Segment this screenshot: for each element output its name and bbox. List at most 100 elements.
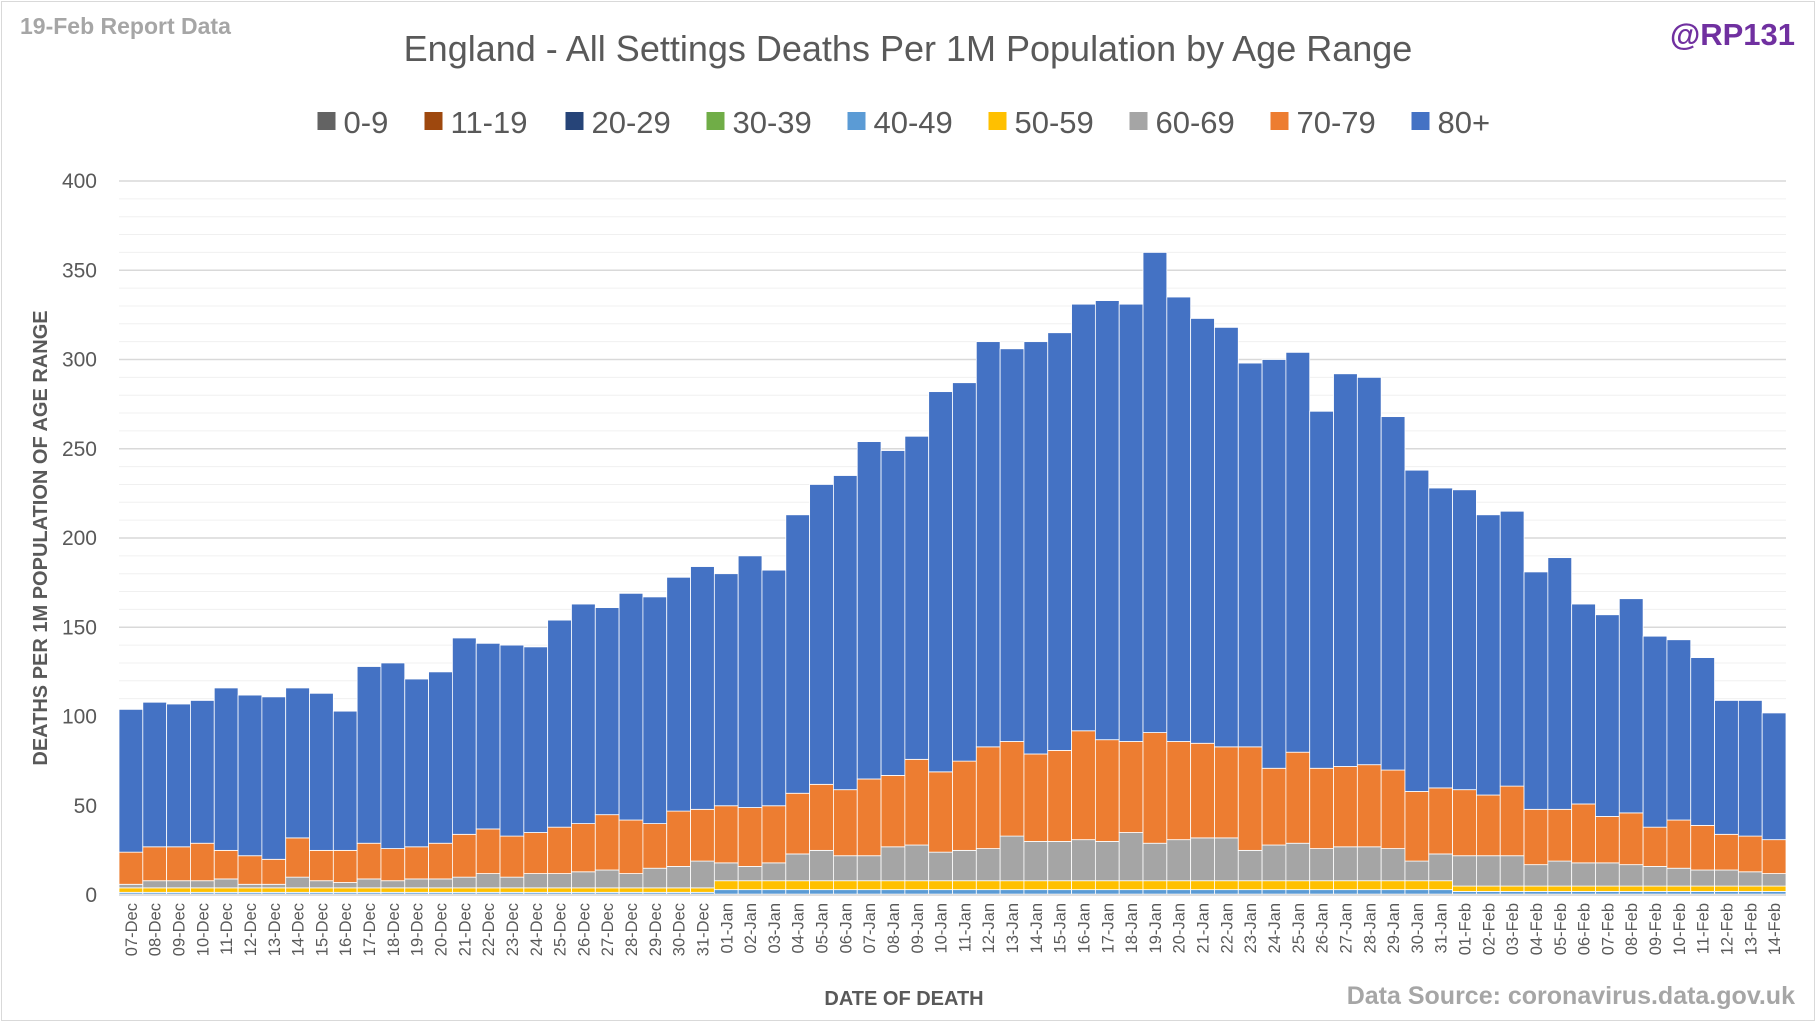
bar-segment-50-59: [428, 887, 453, 893]
bar-segment-50-59: [856, 880, 882, 891]
bar-segment-40-49: [1094, 889, 1120, 895]
x-tick-label: 03-Feb: [1504, 903, 1522, 955]
bar-segment-50-59: [404, 887, 429, 893]
bar-stack-21-Jan: [1190, 318, 1215, 896]
bar-stack-14-Feb: [1761, 712, 1787, 896]
bar-stack-14-Jan: [1023, 341, 1049, 896]
bar-segment-80+: [1666, 639, 1692, 821]
x-tick-label: 24-Dec: [528, 903, 546, 956]
bar-segment-40-49: [1642, 891, 1668, 895]
bar-stack-11-Dec: [213, 687, 239, 896]
bar-segment-70-79: [833, 789, 858, 857]
bar-stack-22-Dec: [475, 642, 501, 896]
bar-segment-60-69: [523, 873, 549, 889]
bar-segment-40-49: [1071, 889, 1096, 895]
bar-stack-17-Dec: [356, 666, 382, 896]
x-tick-label: 13-Feb: [1742, 903, 1760, 955]
bar-segment-80+: [451, 637, 477, 835]
bar-segment-80+: [1714, 700, 1739, 835]
bar-segment-60-69: [1476, 855, 1501, 887]
bar-segment-40-49: [1595, 891, 1620, 895]
legend-item: 70-79: [1270, 105, 1376, 140]
bar-segment-80+: [618, 592, 644, 821]
bar-segment-60-69: [1356, 846, 1382, 882]
bar-segment-50-59: [142, 887, 168, 893]
bar-segment-70-79: [975, 746, 1001, 849]
bar-segment-60-69: [1190, 837, 1215, 882]
bar-stack-19-Dec: [404, 678, 429, 896]
legend-label: 40-49: [874, 105, 953, 140]
bar-segment-70-79: [118, 851, 144, 885]
bar-segment-80+: [1595, 614, 1620, 817]
bar-segment-40-49: [1547, 891, 1573, 895]
bar-segment-50-59: [1737, 885, 1763, 892]
bar-segment-40-49: [785, 889, 811, 895]
x-tick-label: 09-Jan: [909, 903, 927, 953]
bar-segment-40-49: [1309, 889, 1334, 895]
bar-segment-40-49: [975, 889, 1001, 895]
bar-segment-40-49: [1666, 891, 1692, 895]
bar-segment-80+: [952, 382, 977, 762]
bar-segment-80+: [1499, 510, 1525, 787]
bar-segment-40-49: [809, 889, 834, 895]
bar-segment-80+: [118, 708, 144, 853]
bar-segment-80+: [1118, 303, 1144, 742]
bar-segment-60-69: [1737, 871, 1763, 887]
bar-segment-60-69: [666, 866, 691, 889]
bar-segment-70-79: [404, 846, 429, 880]
bar-segment-60-69: [285, 876, 310, 889]
legend-item: 60-69: [1129, 105, 1235, 140]
bar-stack-31-Dec: [690, 566, 715, 896]
bar-segment-80+: [1476, 514, 1501, 796]
legend-label: 60-69: [1156, 105, 1235, 140]
bar-segment-70-79: [332, 849, 358, 883]
bar-segment-80+: [1761, 712, 1787, 841]
bar-stack-03-Jan: [761, 569, 787, 896]
bar-segment-50-59: [118, 887, 144, 893]
x-tick-label: 14-Jan: [1028, 903, 1046, 953]
bar-segment-50-59: [166, 887, 191, 893]
bar-segment-70-79: [1452, 789, 1477, 857]
bar-segment-50-59: [451, 887, 477, 893]
x-tick-label: 18-Dec: [385, 903, 403, 956]
bar-segment-40-49: [928, 889, 953, 895]
x-tick-label: 31-Dec: [694, 903, 712, 956]
bar-stack-17-Jan: [1094, 300, 1120, 896]
bar-segment-50-59: [1571, 885, 1596, 892]
bar-segment-70-79: [1523, 808, 1549, 866]
legend-swatch: [1129, 112, 1148, 130]
bar-segment-80+: [1094, 300, 1120, 741]
bar-segment-70-79: [261, 858, 287, 885]
bar-segment-50-59: [261, 887, 287, 893]
bar-stack-07-Feb: [1595, 614, 1620, 896]
bar-segment-70-79: [475, 828, 501, 874]
x-tick-label: 19-Dec: [409, 903, 427, 956]
bar-segment-50-59: [332, 887, 358, 893]
y-tick-label: 300: [62, 349, 97, 372]
bar-segment-60-69: [190, 880, 215, 889]
author-handle: @RP131: [1670, 17, 1795, 52]
bar-segment-80+: [880, 450, 906, 776]
bar-segment-70-79: [547, 826, 572, 874]
bar-segment-80+: [785, 514, 811, 794]
bar-stack-10-Dec: [190, 700, 215, 896]
x-tick-label: 25-Dec: [552, 903, 570, 956]
bar-segment-50-59: [1714, 885, 1739, 892]
bar-segment-60-69: [1452, 855, 1477, 887]
legend-label: 70-79: [1297, 105, 1376, 140]
bar-segment-60-69: [1666, 867, 1692, 887]
x-tick-label: 04-Feb: [1528, 903, 1546, 955]
bar-stack-09-Feb: [1642, 635, 1668, 896]
bar-segment-50-59: [356, 887, 382, 893]
bar-stack-14-Dec: [285, 687, 310, 896]
legend-swatch: [317, 112, 336, 130]
bar-segment-40-49: [1190, 889, 1215, 895]
bar-segment-70-79: [1214, 746, 1239, 839]
bar-segment-60-69: [761, 862, 787, 882]
bar-segment-70-79: [142, 846, 168, 882]
bar-segment-40-49: [737, 889, 763, 895]
bar-segment-50-59: [880, 880, 906, 891]
bar-segment-50-59: [1476, 885, 1501, 892]
bar-segment-50-59: [952, 880, 977, 891]
bar-segment-70-79: [1380, 769, 1406, 849]
